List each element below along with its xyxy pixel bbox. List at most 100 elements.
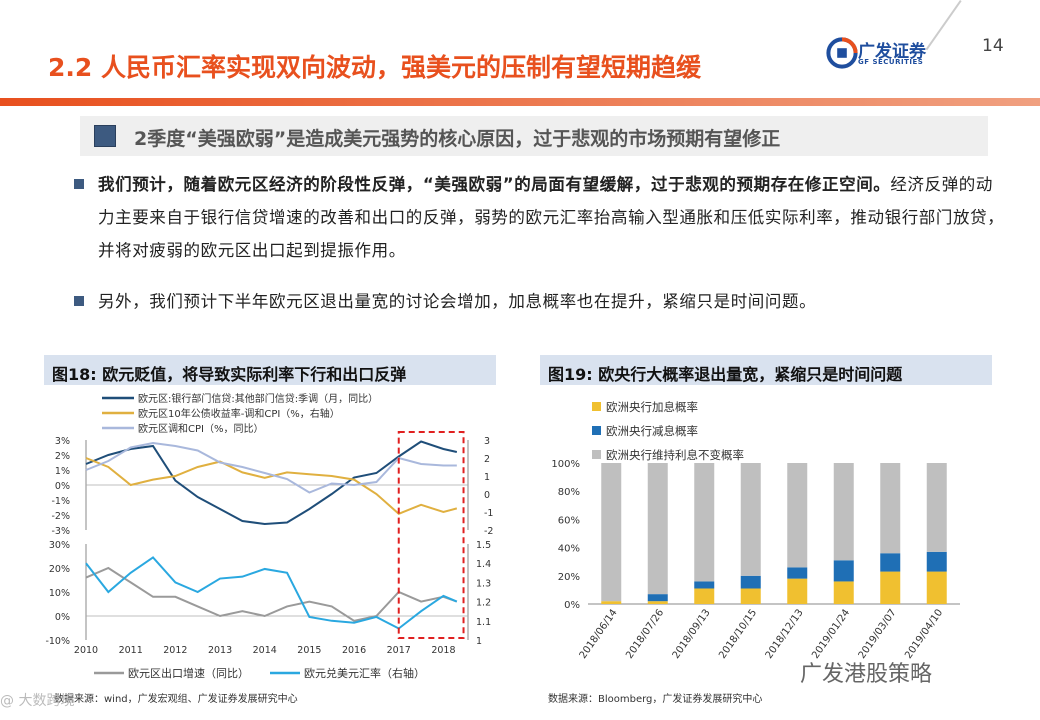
bullet-icon: [74, 296, 84, 306]
bottom-left-tick: -10%: [45, 636, 70, 647]
legend-label: 欧洲央行维持利息不变概率: [606, 448, 744, 462]
x-tick-label: 2013: [208, 645, 232, 656]
top-right-tick: 3: [484, 436, 490, 447]
top-series-line: [85, 441, 457, 494]
x-tick-label: 2019/01/24: [810, 607, 852, 661]
stacked-bar-segment: [647, 601, 668, 604]
header-bar: [0, 98, 1040, 106]
stacked-bar-segment: [787, 578, 808, 604]
bottom-right-tick: 1.2: [476, 598, 491, 609]
bullet-1-bold: 我们预计，随着欧元区经济的阶段性反弹，“美强欧弱”的局面有望缓解，过于悲观的预期…: [98, 175, 891, 194]
bottom-right-tick: 1: [476, 636, 482, 647]
legend-label: 欧洲央行加息概率: [606, 400, 698, 414]
x-tick-label: 2018/06/14: [578, 607, 620, 661]
x-tick-label: 2015: [297, 645, 321, 656]
fig19-source: 数据来源：Bloomberg，广发证券发展研究中心: [548, 694, 763, 705]
top-right-tick: 1: [484, 472, 490, 483]
stacked-bar-segment: [694, 581, 715, 589]
bottom-right-tick: 1.3: [476, 578, 491, 589]
fig18-source: 数据来源：wind，广发宏观组、广发证券发展研究中心: [54, 694, 298, 705]
subtitle-square-icon: [94, 125, 116, 147]
stacked-bar-segment: [740, 575, 761, 589]
stacked-bar-segment: [740, 463, 761, 576]
x-tick-label: 2018/07/26: [624, 607, 666, 661]
bullet-2-text: 另外，我们预计下半年欧元区退出量宽的讨论会增加，加息概率也在提升，紧缩只是时间问…: [98, 292, 817, 311]
subtitle: 2季度“美强欧弱”是造成美元强势的核心原因，过于悲观的市场预期有望修正: [134, 128, 781, 150]
page-number: 14: [982, 36, 1004, 56]
bullet-paragraph-1: 我们预计，随着欧元区经济的阶段性反弹，“美强欧弱”的局面有望缓解，过于悲观的预期…: [98, 168, 1008, 267]
stacked-bar-segment: [880, 463, 901, 554]
fig18-chart: 欧元区:银行部门信贷:其他部门信贷:季调（月，同比） 欧元区10年公债收益率-调和…: [45, 392, 493, 680]
bottom-series-line: [85, 556, 458, 630]
top-left-tick: 3%: [55, 436, 70, 447]
stacked-bar-segment: [880, 553, 901, 572]
x-tick-label: 2018/10/15: [717, 607, 759, 661]
stacked-bar-segment: [601, 601, 622, 604]
y-tick-label: 20%: [558, 572, 580, 583]
x-tick-label: 2018/09/13: [671, 607, 713, 661]
fig18-header: 图18: 欧元贬值，将导致实际利率下行和出口反弹: [44, 355, 496, 385]
header-divider: [925, 0, 962, 51]
legend-label: 欧洲央行减息概率: [606, 424, 698, 438]
bottom-left-tick: 0%: [55, 612, 70, 623]
watermark-secondary: @ 大数跨境: [0, 693, 75, 709]
y-tick-label: 60%: [558, 515, 580, 526]
stacked-bar-segment: [694, 588, 715, 604]
stacked-bar-segment: [833, 463, 854, 561]
x-tick-label: 2018: [431, 645, 455, 656]
x-tick-label: 2016: [342, 645, 366, 656]
y-tick-label: 0%: [564, 600, 580, 611]
x-tick-label: 2017: [387, 645, 411, 656]
top-left-tick: -2%: [52, 511, 71, 522]
stacked-bar-segment: [694, 463, 715, 582]
logo-cn: 广发证券: [858, 42, 926, 62]
bottom-series-line: [85, 566, 458, 622]
bottom-right-tick: 1.1: [476, 617, 491, 628]
bottom-right-tick: 1.5: [476, 540, 491, 551]
top-right-tick: 0: [484, 490, 490, 501]
top-series-line: [85, 457, 458, 515]
bottom-left-tick: 10%: [49, 588, 70, 599]
x-tick-label: 2011: [119, 645, 143, 656]
y-tick-label: 100%: [551, 459, 580, 470]
x-tick-label: 2019/04/10: [903, 607, 945, 661]
x-tick-label: 2019/03/07: [857, 607, 899, 661]
legend-swatch: [592, 450, 601, 459]
stacked-bar-segment: [926, 463, 947, 552]
legend-label: 欧元区出口增速（同比）: [128, 666, 249, 680]
subtitle-box: [80, 116, 988, 156]
bottom-right-tick: 1.4: [476, 559, 491, 570]
top-left-tick: 1%: [55, 466, 70, 477]
legend-label: 欧元兑美元汇率（右轴）: [304, 666, 425, 680]
x-tick-label: 2018/12/13: [764, 607, 806, 661]
legend-swatch: [592, 402, 601, 411]
stacked-bar-segment: [926, 571, 947, 604]
legend-swatch: [592, 426, 601, 435]
stacked-bar-segment: [833, 560, 854, 582]
legend-label: 欧元区:银行部门信贷:其他部门信贷:季调（月，同比）: [138, 392, 378, 405]
bottom-left-tick: 20%: [49, 564, 70, 575]
bottom-left-tick: 30%: [49, 540, 70, 551]
top-left-tick: -3%: [52, 526, 71, 537]
stacked-bar-segment: [926, 551, 947, 572]
top-left-tick: 0%: [55, 481, 70, 492]
x-tick-label: 2012: [163, 645, 187, 656]
legend-label: 欧元区调和CPI（%，同比）: [138, 423, 263, 435]
y-tick-label: 80%: [558, 487, 580, 498]
highlight-box: [397, 431, 465, 639]
stacked-bar-segment: [647, 463, 668, 595]
bullet-paragraph-2: 另外，我们预计下半年欧元区退出量宽的讨论会增加，加息概率也在提升，紧缩只是时间问…: [98, 285, 1008, 318]
top-right-tick: -1: [484, 508, 493, 519]
logo-en: GF SECURITIES: [858, 58, 924, 66]
y-tick-label: 40%: [558, 544, 580, 555]
top-left-tick: -1%: [52, 496, 71, 507]
stacked-bar-segment: [787, 567, 808, 579]
top-right-tick: -2: [484, 526, 493, 537]
top-right-tick: 2: [484, 454, 490, 465]
stacked-bar-segment: [601, 463, 622, 602]
gf-logo-icon: [826, 37, 858, 69]
legend-label: 欧元区10年公债收益率-调和CPI（%，右轴）: [138, 407, 340, 420]
fig19-header: 图19: 欧央行大概率退出量宽，紧缩只是时间问题: [540, 355, 992, 385]
x-tick-label: 2010: [74, 645, 98, 656]
